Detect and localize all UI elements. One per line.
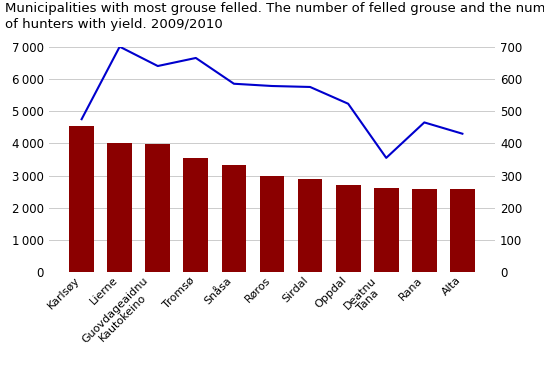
- Text: Municipalities with most grouse felled. The number of felled grouse and the numb: Municipalities with most grouse felled. …: [5, 2, 544, 15]
- Bar: [259, 176, 285, 272]
- Bar: [298, 179, 323, 272]
- Bar: [221, 165, 246, 272]
- Bar: [183, 158, 208, 272]
- Bar: [412, 189, 437, 272]
- Bar: [374, 189, 399, 272]
- Bar: [69, 126, 94, 272]
- Bar: [336, 185, 361, 272]
- Text: of hunters with yield. 2009/2010: of hunters with yield. 2009/2010: [5, 18, 223, 30]
- Bar: [107, 144, 132, 272]
- Bar: [450, 189, 475, 272]
- Bar: [145, 144, 170, 272]
